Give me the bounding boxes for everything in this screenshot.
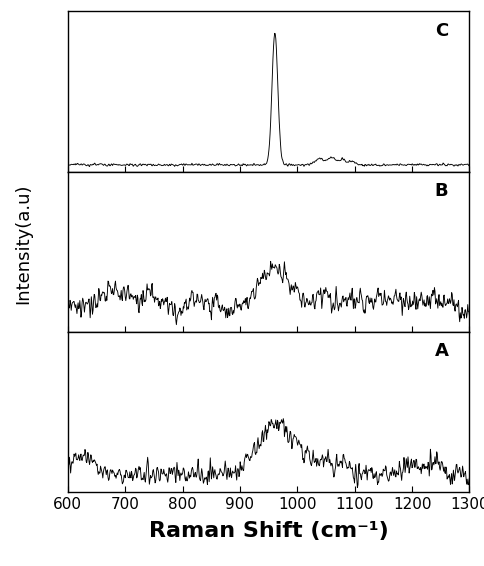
Text: C: C xyxy=(435,22,448,40)
X-axis label: Raman Shift (cm⁻¹): Raman Shift (cm⁻¹) xyxy=(149,521,389,541)
Text: Intensity(a.u): Intensity(a.u) xyxy=(15,183,32,303)
Text: B: B xyxy=(435,182,448,200)
Text: A: A xyxy=(435,342,448,361)
